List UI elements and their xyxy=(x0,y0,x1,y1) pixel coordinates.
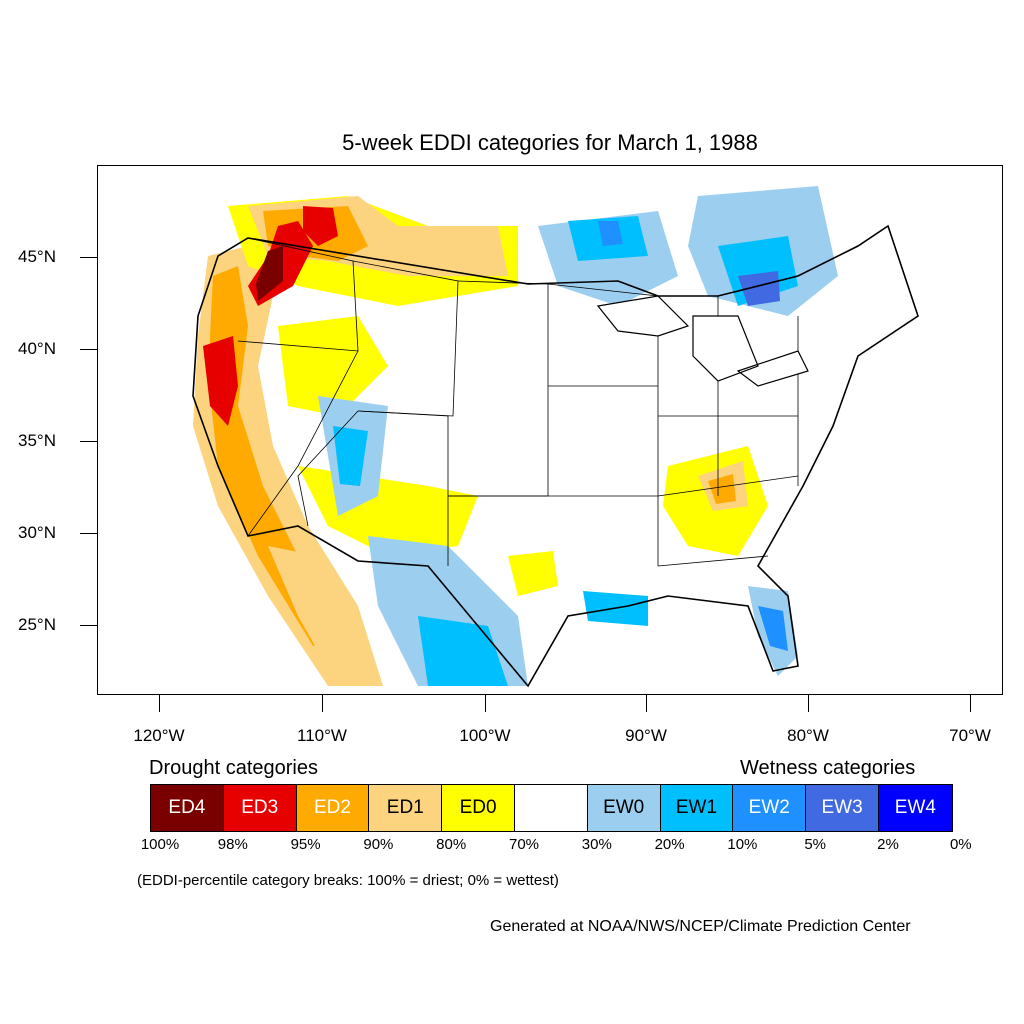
wetness-categories-title: Wetness categories xyxy=(740,757,916,779)
percent-break-label: 10% xyxy=(727,836,758,853)
percent-break-label: 2% xyxy=(877,836,899,853)
lon-tick xyxy=(322,695,323,712)
legend-ew4: EW4 xyxy=(878,785,952,831)
wet-region-east-core xyxy=(738,271,780,306)
lat-label-35: 35°N xyxy=(18,431,56,450)
legend-ed1: ED1 xyxy=(369,785,443,831)
lat-tick xyxy=(80,441,97,442)
drought-region-west-coast-inner xyxy=(208,266,338,646)
lat-label-30: 30°N xyxy=(18,523,56,542)
lon-tick xyxy=(970,695,971,712)
drought-region-california xyxy=(203,336,238,426)
percent-break-label: 30% xyxy=(581,836,612,853)
percent-break-label: 80% xyxy=(436,836,467,853)
category-note: (EDDI-percentile category breaks: 100% =… xyxy=(137,872,559,889)
extreme-drought-core xyxy=(256,246,283,301)
lat-tick xyxy=(80,349,97,350)
percent-break-label: 95% xyxy=(290,836,321,853)
extreme-drought-montana xyxy=(303,206,338,246)
legend-ed4: ED4 xyxy=(151,785,224,831)
lon-label-120: 120°W xyxy=(133,726,185,745)
drought-categories-title: Drought categories xyxy=(149,757,318,779)
percent-break-label: 100% xyxy=(140,836,180,853)
us-map xyxy=(192,186,919,688)
wet-region-ontario xyxy=(598,221,623,246)
lat-label-25: 25°N xyxy=(18,615,56,634)
wet-region-florida-inner xyxy=(758,606,788,651)
legend-ed3: ED3 xyxy=(223,785,297,831)
great-lakes xyxy=(596,295,809,387)
wet-region-utah-inner xyxy=(333,426,368,486)
lon-label-80: 80°W xyxy=(787,726,829,745)
legend-ed2: ED2 xyxy=(296,785,370,831)
legend-ew0: EW0 xyxy=(587,785,661,831)
wet-region-mexico-inner xyxy=(418,616,508,686)
drought-region-great-basin xyxy=(278,316,388,416)
percent-break-label: 5% xyxy=(804,836,827,853)
lon-label-100: 100°W xyxy=(459,726,511,745)
lon-label-90: 90°W xyxy=(625,726,667,745)
lat-label-40: 40°N xyxy=(18,339,56,358)
map-panel xyxy=(97,165,1003,695)
percent-break-label: 20% xyxy=(654,836,685,853)
us-border xyxy=(192,224,919,688)
lat-label-45: 45°N xyxy=(18,247,56,266)
lon-tick xyxy=(808,695,809,712)
lat-tick xyxy=(80,257,97,258)
lon-tick xyxy=(159,695,160,712)
percent-break-label: 98% xyxy=(217,836,248,853)
legend-ed0: ED0 xyxy=(442,785,515,831)
lon-tick xyxy=(485,695,486,712)
lat-tick xyxy=(80,625,97,626)
lon-label-110: 110°W xyxy=(297,726,347,745)
map-title: 5-week EDDI categories for March 1, 1988 xyxy=(342,130,758,155)
percent-break-label: 70% xyxy=(508,836,540,853)
legend-ew2: EW2 xyxy=(733,785,807,831)
legend-neutral xyxy=(514,785,588,831)
color-legend: ED4 ED3 ED2 ED1 ED0 EW0 EW1 EW2 EW3 EW4 xyxy=(150,784,953,832)
percent-break-label: 90% xyxy=(363,836,394,853)
lon-label-70: 70°W xyxy=(949,726,991,745)
credit-line: Generated at NOAA/NWS/NCEP/Climate Predi… xyxy=(490,918,911,935)
drought-region-baja xyxy=(268,546,378,686)
drought-region-texas xyxy=(508,551,558,596)
lat-tick xyxy=(80,533,97,534)
percent-break-label: 0% xyxy=(949,836,972,853)
legend-ew3: EW3 xyxy=(806,785,879,831)
lon-tick xyxy=(646,695,647,712)
legend-ew1: EW1 xyxy=(660,785,734,831)
drought-region-tennessee-core xyxy=(708,474,736,504)
